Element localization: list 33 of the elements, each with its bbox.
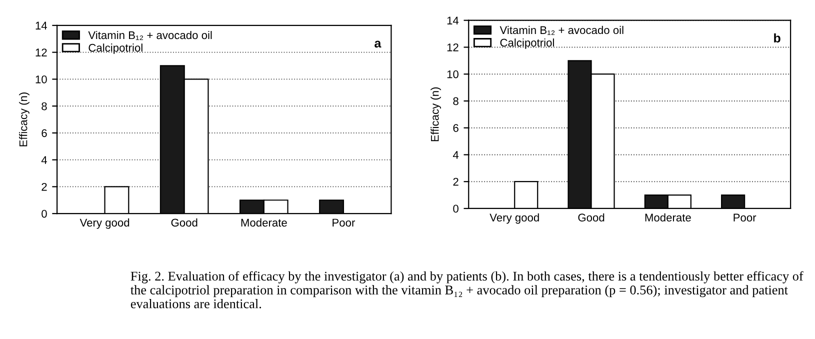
y-tick-label: 14 [447,16,459,24]
x-tick-label: Very good [80,218,130,229]
y-tick-label: 4 [41,156,48,164]
legend-label: Calcipotriol [88,44,142,54]
legend-label: Calcipotriol [500,38,554,49]
y-tick-label: 8 [453,97,458,106]
y-tick-label: 12 [36,48,47,56]
y-tick-label: 8 [42,102,47,110]
y-tick-label: 10 [36,75,47,84]
y-tick-label: 2 [453,178,458,186]
y-tick-label: 12 [447,43,458,52]
x-tick-label: Poor [332,218,356,227]
annotation: b [774,33,780,43]
y-tick-label: 4 [452,151,459,159]
y-tick-label: 0 [453,204,458,213]
annotation: a [374,40,382,48]
x-tick-label: Moderate [645,213,691,222]
y-tick-label: 0 [42,210,47,218]
x-tick-label: Good [578,213,604,222]
caption: Fig. 2. Evaluation of efficacy by the investigator (a) and by patients (b). In both cases, there is a tendentiously better efficacy of the calcipotriol preparation in comparison with the vitamin B₁₂ + avocado oil preparation (p = 0.56); investigator and patient evaluations are identical. [130,271,804,308]
y-axis-title: Efficacy (n) [19,92,30,146]
x-tick-label: Very good [490,213,539,224]
y-tick-label: 6 [42,129,47,138]
y-tick-label: 14 [36,22,48,30]
legend-label: Vitamin B₁₂ + avocado oil [500,26,624,35]
y-axis-title: Efficacy (n) [430,87,441,142]
y-tick-label: 6 [453,124,458,132]
x-tick-label: Poor [734,214,756,222]
x-tick-label: Good [171,218,198,227]
y-tick-label: 2 [42,182,47,191]
legend-label: Vitamin B₁₂ + avocado oil [88,30,212,40]
x-tick-label: Moderate [241,218,287,227]
y-tick-label: 10 [447,70,458,78]
